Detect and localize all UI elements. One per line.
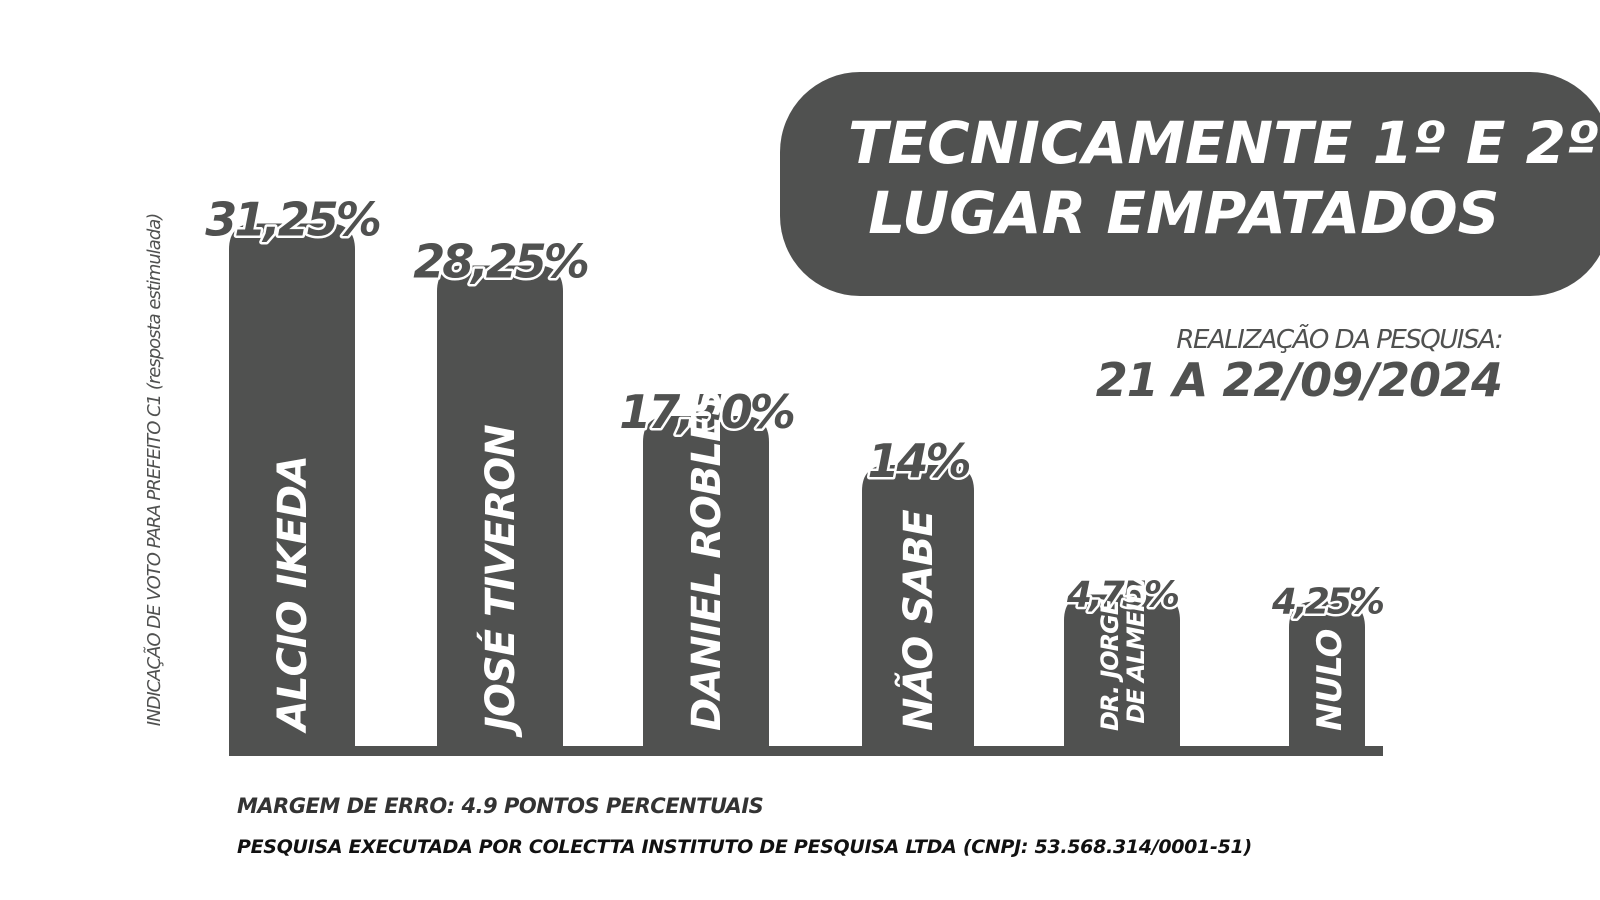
category-label: NÃO SABE: [894, 510, 942, 731]
category-label: DANIEL ROBLES: [684, 388, 730, 731]
value-label: 4,75%: [1066, 575, 1179, 616]
value-label: 14%: [867, 434, 969, 488]
chart-title: TECNICAMENTE 1º E 2º LUGAR EMPATADOS: [848, 109, 1599, 247]
value-label: 4,25%: [1271, 582, 1384, 623]
date-label: REALIZAÇÃO DA PESQUISA:: [1176, 323, 1502, 355]
bar: [437, 265, 563, 751]
value-label: 28,25%: [413, 235, 588, 289]
note: PESQUISA EXECUTADA POR COLECTTA INSTITUT…: [237, 836, 1252, 858]
bar: [1289, 601, 1365, 751]
baseline: [229, 746, 1383, 756]
bar: [1064, 594, 1180, 751]
note: MARGEM DE ERRO: 4.9 PONTOS PERCENTUAIS: [237, 794, 763, 818]
category-label: ALCIO IKEDA: [270, 456, 316, 734]
value-label: 17,50%: [619, 385, 794, 439]
category-label: DR. JORGE DE ALMEIDA: [1096, 567, 1150, 731]
bar: [643, 416, 769, 751]
title-box: [780, 72, 1600, 296]
bar: [862, 465, 974, 751]
y-axis-label: INDICAÇÃO DE VOTO PARA PREFEITO C1 (resp…: [143, 214, 165, 727]
category-label: NULO: [1310, 629, 1350, 731]
date: 21 A 22/09/2024: [1096, 353, 1502, 407]
category-label: JOSÉ TIVERON: [476, 425, 524, 738]
bar: [229, 223, 355, 751]
value-label: 31,25%: [205, 193, 380, 247]
